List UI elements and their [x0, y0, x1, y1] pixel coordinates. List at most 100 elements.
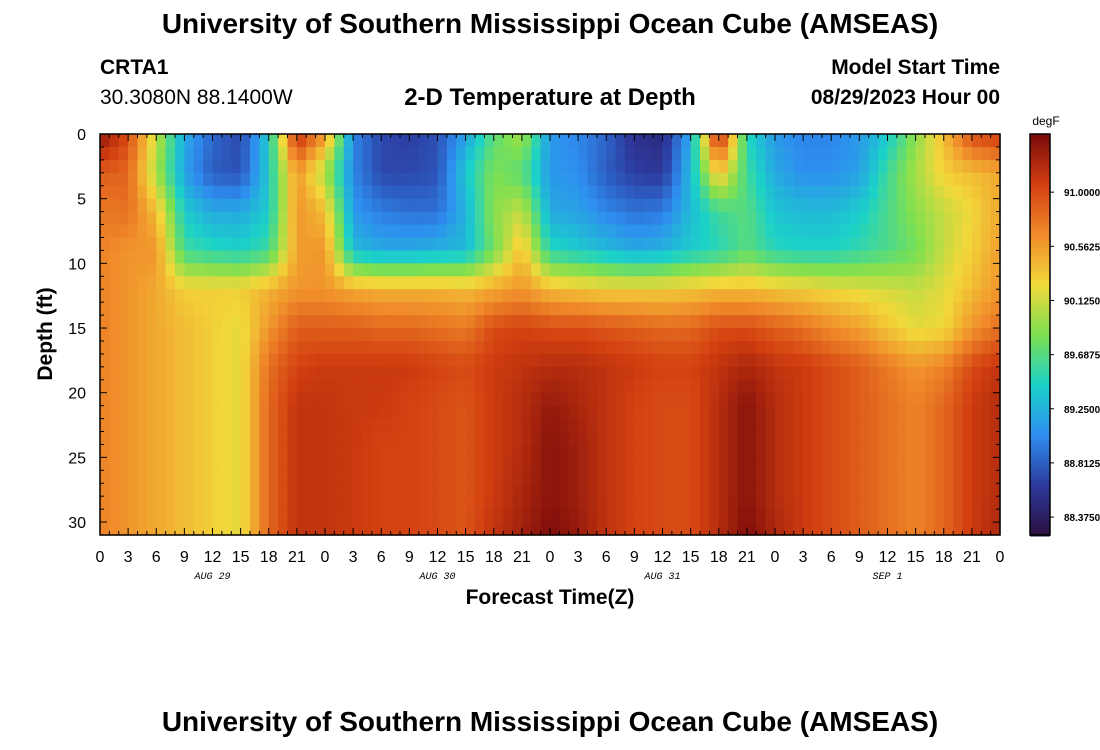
heatmap-cell — [437, 483, 448, 497]
colorbar-segment — [1030, 420, 1050, 423]
heatmap-cell — [156, 431, 167, 446]
heatmap-cell — [971, 250, 982, 264]
heatmap-cell — [221, 159, 232, 174]
heatmap-cell — [296, 159, 307, 174]
heatmap-cell — [287, 146, 298, 161]
heatmap-cell — [971, 237, 982, 252]
heatmap-cell — [503, 224, 514, 239]
heatmap-cell — [681, 457, 692, 471]
heatmap-cell — [906, 340, 917, 355]
heatmap-cell — [446, 392, 457, 407]
heatmap-cell — [118, 483, 129, 497]
heatmap-cell — [765, 418, 776, 433]
heatmap-cell — [662, 134, 673, 148]
heatmap-cell — [296, 146, 307, 161]
model-start-label: Model Start Time — [831, 56, 1000, 79]
heatmap-cell — [146, 444, 157, 458]
heatmap-cell — [981, 340, 992, 355]
heatmap-cell — [878, 198, 889, 213]
heatmap-cell — [775, 483, 785, 497]
heatmap-cell — [137, 134, 148, 148]
heatmap-cell — [240, 509, 251, 523]
heatmap-cell — [784, 353, 795, 368]
heatmap-cell — [793, 237, 804, 252]
heatmap-cell — [934, 405, 945, 420]
colorbar-segment — [1030, 310, 1050, 313]
heatmap-cell — [278, 198, 289, 213]
heatmap-cell — [531, 457, 542, 471]
heatmap-cell — [596, 379, 607, 394]
heatmap-cell — [353, 483, 364, 497]
heatmap-cell — [981, 405, 992, 420]
heatmap-cell — [568, 302, 579, 316]
heatmap-cell — [681, 159, 692, 174]
heatmap-cell — [821, 315, 832, 329]
colorbar-segment — [1030, 448, 1050, 451]
heatmap-cell — [362, 146, 373, 161]
heatmap-cell — [934, 444, 945, 458]
heatmap-cell — [268, 418, 279, 433]
heatmap-cell — [100, 224, 110, 239]
heatmap-cell — [634, 483, 645, 497]
heatmap-cell — [793, 483, 804, 497]
heatmap-cell — [437, 340, 448, 355]
heatmap-cell — [128, 224, 139, 239]
heatmap-cell — [315, 237, 326, 252]
heatmap-cell — [878, 237, 889, 252]
colorbar-segment — [1030, 190, 1050, 193]
heatmap-cell — [146, 276, 157, 290]
heatmap-cell — [334, 522, 345, 536]
heatmap-cell — [231, 224, 242, 239]
heatmap-cell — [456, 328, 467, 342]
heatmap-cell — [362, 211, 373, 226]
heatmap-cell — [840, 159, 851, 174]
heatmap-cell — [531, 392, 542, 407]
heatmap-cell — [250, 328, 260, 342]
heatmap-cell — [746, 185, 757, 200]
colorbar-segment — [1030, 178, 1050, 181]
colorbar-segment — [1030, 282, 1050, 285]
heatmap-cell — [390, 185, 401, 200]
heatmap-cell — [906, 263, 917, 277]
heatmap-cell — [400, 302, 410, 316]
heatmap-cell — [962, 522, 973, 536]
heatmap-cell — [250, 276, 260, 290]
heatmap-cell — [353, 366, 364, 381]
heatmap-cell — [484, 159, 495, 174]
date-label: AUG 30 — [418, 572, 455, 583]
heatmap-cell — [812, 457, 823, 471]
heatmap-cell — [559, 392, 570, 407]
heatmap-cell — [831, 315, 842, 329]
heatmap-cell — [981, 444, 992, 458]
heatmap-cell — [381, 146, 392, 161]
heatmap-cell — [540, 146, 551, 161]
heatmap-cell — [662, 509, 673, 523]
colorbar-tick-label: 89.2500 — [1064, 405, 1100, 416]
heatmap-cell — [765, 444, 776, 458]
heatmap-cell — [193, 509, 204, 523]
heatmap-cell — [371, 159, 382, 174]
heatmap-cell — [906, 392, 917, 407]
heatmap-cell — [850, 302, 860, 316]
heatmap-cell — [896, 379, 907, 394]
heatmap-cell — [334, 146, 345, 161]
heatmap-cell — [437, 289, 448, 303]
heatmap-cell — [325, 263, 335, 277]
heatmap-cell — [381, 483, 392, 497]
heatmap-cell — [718, 431, 729, 446]
heatmap-cell — [925, 470, 935, 484]
heatmap-cell — [109, 340, 120, 355]
heatmap-cell — [118, 379, 129, 394]
heatmap-cell — [325, 289, 335, 303]
heatmap-cell — [503, 379, 514, 394]
heatmap-cell — [737, 172, 748, 187]
heatmap-cell — [203, 276, 214, 290]
heatmap-cell — [109, 444, 120, 458]
heatmap-cell — [746, 444, 757, 458]
heatmap-cell — [625, 353, 635, 368]
heatmap-cell — [156, 366, 167, 381]
heatmap-cell — [831, 353, 842, 368]
heatmap-cell — [137, 211, 148, 226]
colorbar-segment — [1030, 144, 1050, 147]
heatmap-cell — [859, 353, 870, 368]
